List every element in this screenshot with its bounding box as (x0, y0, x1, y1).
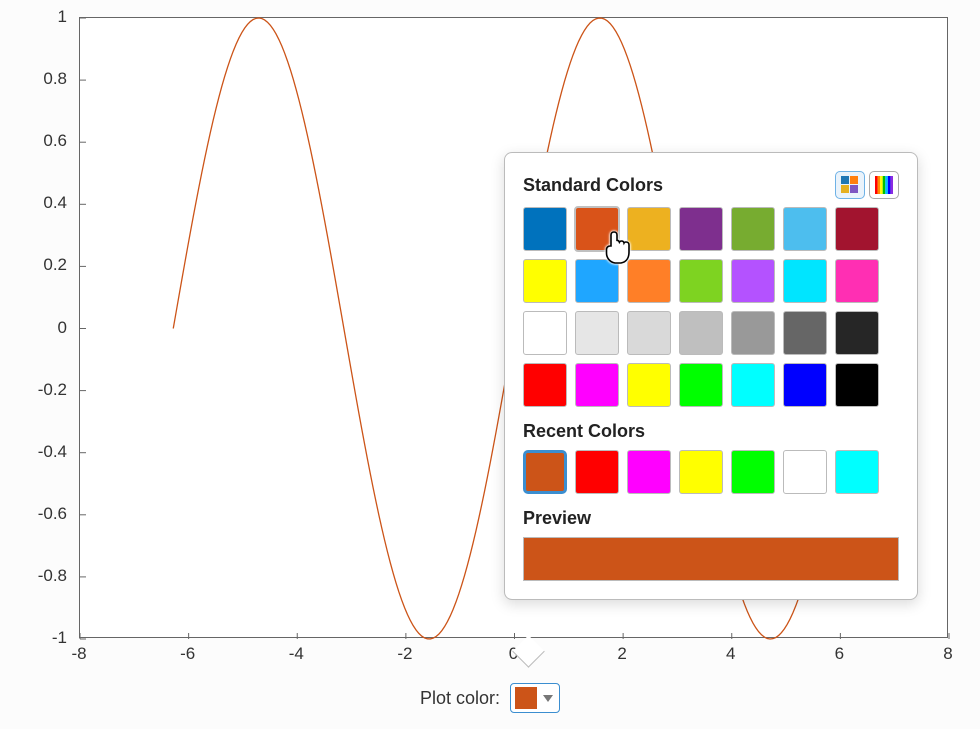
standard-color-swatch[interactable] (575, 207, 619, 251)
spectrum-icon (874, 175, 894, 195)
y-tick-label: -0.8 (0, 566, 67, 586)
standard-color-swatch[interactable] (783, 259, 827, 303)
y-tick-label: 0.6 (0, 131, 67, 151)
x-tick-label: 4 (726, 644, 735, 664)
standard-color-swatch[interactable] (783, 207, 827, 251)
recent-color-swatch[interactable] (835, 450, 879, 494)
standard-color-swatch[interactable] (679, 259, 723, 303)
y-tick-label: 0.8 (0, 69, 67, 89)
preview-label: Preview (523, 508, 899, 529)
standard-color-swatch[interactable] (679, 207, 723, 251)
stage: -1 -0.8 -0.6 -0.4 -0.2 0 0.2 0.4 0.6 0.8 1 -8 -6 -4 -… (0, 0, 980, 729)
x-tick-label: -8 (71, 644, 86, 664)
x-tick-label: -2 (397, 644, 412, 664)
recent-color-swatch[interactable] (679, 450, 723, 494)
y-tick-label: -1 (0, 628, 67, 648)
standard-color-swatch[interactable] (835, 259, 879, 303)
y-tick-label: 0.4 (0, 193, 67, 213)
recent-color-swatch[interactable] (523, 450, 567, 494)
x-tick-label: -6 (180, 644, 195, 664)
color-mode-toggle (835, 171, 899, 199)
x-tick-label: 6 (835, 644, 844, 664)
grid-mode-button[interactable] (835, 171, 865, 199)
standard-color-swatch[interactable] (627, 207, 671, 251)
recent-color-swatch[interactable] (731, 450, 775, 494)
y-tick-label: -0.4 (0, 442, 67, 462)
x-tick-label: -4 (289, 644, 304, 664)
recent-colors-label: Recent Colors (523, 421, 899, 442)
y-tick-label: 1 (0, 7, 67, 27)
color-picker-popover: Standard Colors Recent Colors Preview (504, 152, 918, 600)
standard-color-swatch[interactable] (731, 207, 775, 251)
standard-color-swatch[interactable] (627, 259, 671, 303)
control-row: Plot color: (0, 682, 980, 714)
standard-colors-header: Standard Colors (523, 171, 899, 199)
grid-icon (840, 175, 860, 195)
standard-color-swatch[interactable] (731, 311, 775, 355)
recent-color-swatch[interactable] (783, 450, 827, 494)
standard-colors-grid (523, 207, 899, 407)
x-tick-label: 2 (617, 644, 626, 664)
preview-swatch (523, 537, 899, 581)
y-tick-label: -0.2 (0, 380, 67, 400)
standard-color-swatch[interactable] (575, 363, 619, 407)
plot-color-label: Plot color: (420, 688, 500, 709)
standard-color-swatch[interactable] (575, 311, 619, 355)
standard-colors-label: Standard Colors (523, 175, 663, 196)
standard-color-swatch[interactable] (575, 259, 619, 303)
standard-color-swatch[interactable] (835, 311, 879, 355)
recent-color-swatch[interactable] (627, 450, 671, 494)
standard-color-swatch[interactable] (679, 311, 723, 355)
standard-color-swatch[interactable] (731, 363, 775, 407)
standard-color-swatch[interactable] (523, 311, 567, 355)
standard-color-swatch[interactable] (523, 207, 567, 251)
y-tick-label: 0.2 (0, 255, 67, 275)
standard-color-swatch[interactable] (627, 363, 671, 407)
y-tick-label: -0.6 (0, 504, 67, 524)
standard-color-swatch[interactable] (627, 311, 671, 355)
plot-color-dropdown[interactable] (510, 683, 560, 713)
standard-color-swatch[interactable] (731, 259, 775, 303)
recent-colors-grid (523, 450, 899, 494)
y-tick-label: 0 (0, 318, 67, 338)
plot-color-swatch (515, 687, 537, 709)
standard-color-swatch[interactable] (523, 363, 567, 407)
chevron-down-icon (543, 695, 553, 702)
standard-color-swatch[interactable] (679, 363, 723, 407)
recent-color-swatch[interactable] (575, 450, 619, 494)
standard-color-swatch[interactable] (835, 207, 879, 251)
standard-color-swatch[interactable] (783, 363, 827, 407)
standard-color-swatch[interactable] (523, 259, 567, 303)
standard-color-swatch[interactable] (783, 311, 827, 355)
spectrum-mode-button[interactable] (869, 171, 899, 199)
standard-color-swatch[interactable] (835, 363, 879, 407)
x-tick-label: 8 (943, 644, 952, 664)
